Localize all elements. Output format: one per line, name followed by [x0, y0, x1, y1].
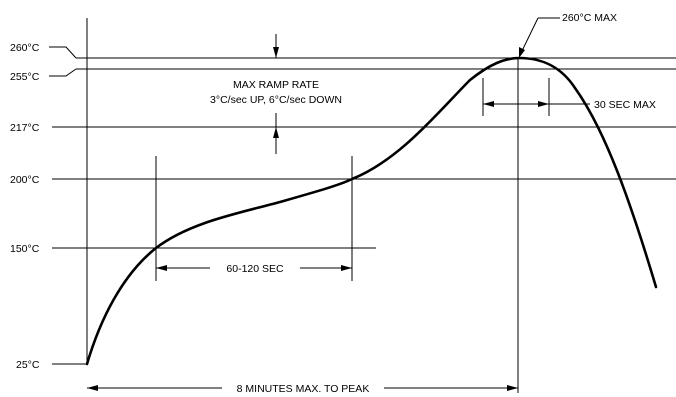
label-255: 255°C: [10, 71, 40, 83]
peak-window-arrow-left: [483, 101, 494, 107]
time-to-peak-arrow-right: [507, 385, 518, 391]
peak-max-label: 260°C MAX: [562, 12, 617, 24]
label-200: 200°C: [10, 174, 40, 186]
label-25: 25°C: [16, 359, 40, 371]
leader-260: [49, 46, 77, 59]
peak-callout-arrow: [519, 47, 525, 58]
time-to-peak-arrow-left: [87, 385, 98, 391]
leader-255: [49, 68, 77, 77]
ramp-rate-detail: 3°C/sec UP, 6°C/sec DOWN: [210, 94, 342, 106]
label-150: 150°C: [10, 243, 40, 255]
label-217: 217°C: [10, 122, 40, 134]
soak-time-label: 60-120 SEC: [226, 263, 284, 275]
peak-callout-leader: [519, 17, 539, 56]
ramp-arrow-top-head: [273, 47, 279, 58]
soak-arrow-right: [341, 265, 352, 271]
temperature-profile-curve: [85, 56, 658, 366]
time-to-peak-label: 8 MINUTES MAX. TO PEAK: [237, 383, 370, 395]
label-260: 260°C: [10, 42, 40, 54]
ramp-arrow-bottom-head: [273, 127, 279, 138]
time-above-peak-label: 30 SEC MAX: [594, 99, 656, 111]
peak-window-arrow-right: [538, 101, 549, 107]
soak-arrow-left: [156, 265, 167, 271]
ramp-rate-title: MAX RAMP RATE: [233, 79, 319, 91]
